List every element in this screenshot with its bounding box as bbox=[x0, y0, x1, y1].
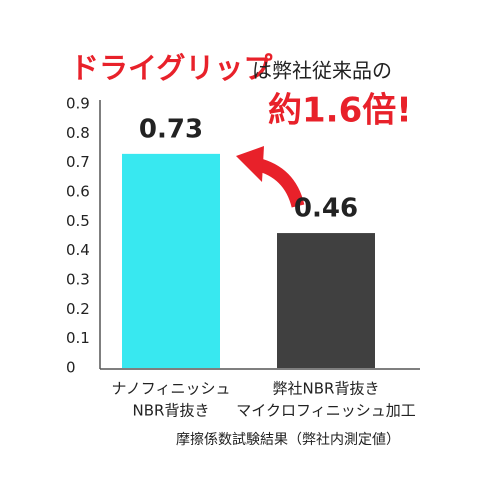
y-tick-label: 0.6 bbox=[66, 183, 90, 201]
annotation: 約1.6倍! bbox=[268, 91, 412, 131]
arrow bbox=[236, 146, 305, 208]
x-tick-label: 弊社NBR背抜き bbox=[273, 380, 380, 398]
title-highlight: ドライグリップ bbox=[70, 51, 273, 85]
y-tick-label: 0.4 bbox=[66, 241, 90, 259]
y-tick-label: 0 bbox=[66, 359, 76, 377]
x-tick-label: NBR背抜き bbox=[133, 402, 210, 420]
y-tick-label: 0.5 bbox=[66, 212, 90, 230]
y-tick-label: 0.9 bbox=[66, 95, 90, 113]
title: は弊社従来品の bbox=[252, 59, 392, 83]
y-tick-label: 0.8 bbox=[66, 124, 90, 142]
y-tick-label: 0.3 bbox=[66, 271, 90, 289]
arrow-head bbox=[236, 146, 264, 182]
bar bbox=[122, 153, 220, 368]
y-tick-label: 0.7 bbox=[66, 153, 90, 171]
note: 摩擦係数試験結果（弊社内測定値） bbox=[176, 431, 400, 448]
x-tick-label: マイクロフィニッシュ加工 bbox=[236, 402, 415, 420]
value-label: 0.46 bbox=[294, 194, 358, 224]
value-label: 0.73 bbox=[139, 114, 203, 144]
bar bbox=[277, 233, 375, 368]
x-tick-label: ナノフィニッシュ bbox=[112, 380, 231, 398]
y-tick-label: 0.1 bbox=[66, 329, 90, 347]
y-tick-label: 0.2 bbox=[66, 300, 90, 318]
